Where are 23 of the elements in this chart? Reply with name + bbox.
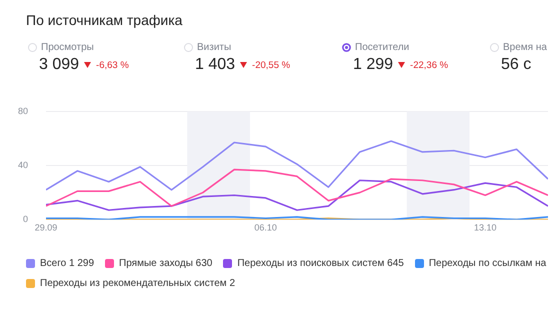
text: -20,55 %	[252, 60, 290, 70]
x-tick-label: 06.10	[254, 222, 277, 232]
text: Просмотры	[41, 42, 94, 53]
text: Визиты	[197, 42, 232, 53]
legend-label: Прямые заходы 630	[119, 258, 212, 269]
text: Время на	[503, 42, 547, 53]
text: -6,63 %	[96, 60, 129, 70]
x-tick-label: 13.10	[474, 222, 497, 232]
chart-title: По источникам трафика	[26, 12, 182, 28]
legend-label: Переходы по ссылкам на	[428, 258, 546, 269]
legend-label: Переходы из рекомендательных систем 2	[40, 278, 235, 289]
text: 3 099	[39, 56, 80, 74]
x-tick-label: 29.09	[34, 222, 58, 232]
text: Посетители	[355, 42, 410, 53]
y-tick-label: 40	[18, 160, 28, 170]
text: -22,36 %	[410, 60, 448, 70]
legend-label: Всего 1 299	[40, 258, 94, 269]
text: 1 299	[353, 56, 394, 74]
text: 56 с	[501, 56, 532, 74]
text: 1 403	[195, 56, 236, 74]
y-tick-label: 80	[18, 106, 28, 116]
y-tick-label: 0	[22, 214, 28, 224]
legend-label: Переходы из поисковых систем 645	[237, 258, 404, 269]
